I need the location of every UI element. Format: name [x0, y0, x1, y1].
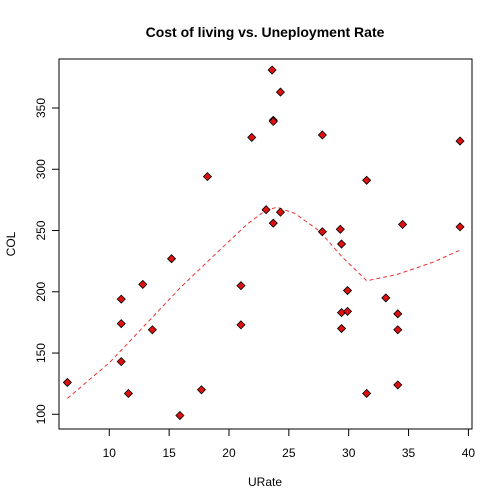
data-point	[62, 377, 72, 388]
x-tick-label: 25	[282, 446, 296, 460]
data-point	[116, 319, 126, 329]
data-point	[317, 130, 327, 140]
x-axis: 10 15 20 25 30 35 40	[103, 429, 476, 460]
data-point	[335, 224, 345, 234]
data-point	[398, 219, 408, 229]
y-tick-label: 150	[34, 343, 48, 363]
x-tick-label: 30	[342, 446, 356, 460]
x-axis-label: URate	[248, 475, 282, 489]
data-point	[202, 172, 213, 182]
data-point	[362, 388, 372, 399]
data-point	[116, 294, 126, 304]
data-point	[267, 65, 277, 75]
data-point	[236, 281, 246, 291]
data-point	[342, 285, 353, 296]
data-point	[268, 116, 278, 127]
y-axis-label: COL	[4, 231, 18, 256]
data-point	[147, 325, 157, 335]
x-tick-label: 20	[222, 446, 236, 460]
x-tick-label: 40	[462, 446, 476, 460]
data-point	[336, 239, 347, 249]
y-tick-label: 100	[34, 404, 48, 424]
data-point	[362, 175, 372, 185]
y-tick-label: 250	[34, 220, 48, 240]
data-point	[261, 205, 271, 215]
y-tick-label: 350	[34, 98, 48, 118]
trend-line	[67, 206, 461, 399]
plot-area-frame	[58, 58, 473, 430]
data-point	[123, 388, 133, 399]
data-point	[138, 279, 148, 289]
data-point	[393, 309, 403, 319]
data-point	[275, 207, 286, 217]
chart-title: Cost of living vs. Uneployment Rate	[146, 24, 385, 40]
data-point	[393, 325, 403, 335]
data-point	[196, 385, 207, 395]
data-point	[393, 380, 403, 390]
data-point	[247, 132, 257, 142]
y-tick-label: 300	[34, 159, 48, 179]
data-point	[175, 410, 185, 421]
data-point	[336, 323, 347, 334]
data-point	[381, 293, 391, 303]
data-point	[268, 218, 278, 228]
data-point	[455, 136, 465, 146]
data-point	[275, 87, 286, 97]
y-axis: 100 150 200 250 300 350	[34, 98, 59, 424]
data-point	[317, 227, 327, 237]
x-tick-label: 15	[162, 446, 176, 460]
data-point	[455, 222, 465, 232]
x-tick-label: 35	[402, 446, 416, 460]
data-point	[116, 357, 126, 367]
y-tick-label: 200	[34, 281, 48, 301]
x-tick-label: 10	[103, 446, 117, 460]
data-point	[342, 306, 353, 316]
data-point	[236, 320, 246, 330]
data-point	[166, 254, 177, 264]
data-points	[62, 65, 465, 421]
